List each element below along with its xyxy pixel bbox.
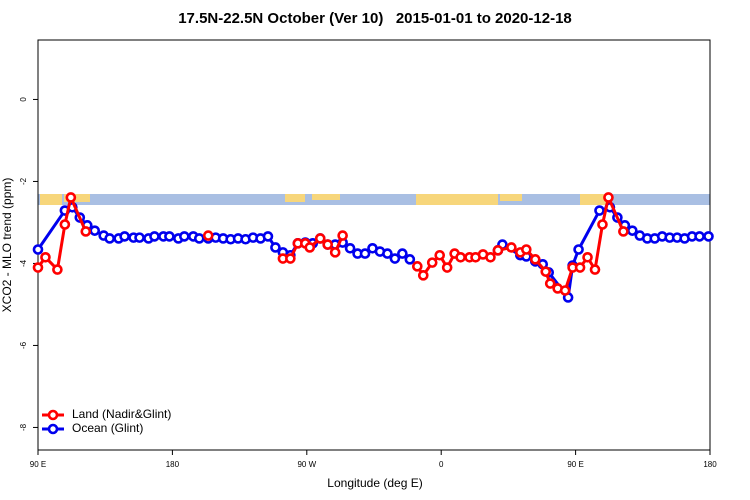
data-point (594, 205, 605, 216)
y-axis-label: XCO2 - MLO trend (ppm) (0, 178, 14, 313)
data-point (262, 231, 274, 242)
data-point (32, 262, 44, 273)
data-point (441, 262, 453, 273)
data-point (164, 231, 175, 242)
land-band (285, 194, 305, 202)
data-point (285, 253, 296, 264)
data-point (529, 254, 541, 265)
y-tick-label: -2 (19, 177, 28, 185)
data-point (506, 242, 517, 253)
data-point (389, 253, 401, 264)
data-point (202, 230, 214, 241)
legend-label: Ocean (Glint) (72, 421, 143, 435)
data-point (582, 251, 593, 263)
y-tick-label: -8 (19, 423, 28, 431)
data-point (270, 242, 281, 253)
data-point (573, 244, 584, 255)
data-point (89, 225, 101, 236)
data-point (119, 231, 130, 242)
data-point (134, 232, 145, 243)
land-band (64, 194, 90, 202)
data-point (65, 192, 77, 203)
x-tick-label: 90 E (30, 460, 46, 469)
data-point (179, 231, 190, 242)
data-point (149, 231, 160, 242)
data-point (32, 244, 44, 255)
legend-marker (47, 423, 59, 435)
data-point (397, 248, 408, 259)
x-tick-label: 180 (166, 460, 180, 469)
data-point (426, 257, 438, 268)
data-point (40, 251, 51, 263)
data-point (404, 254, 416, 265)
data-point (559, 285, 571, 296)
land-band (500, 194, 522, 201)
x-axis-label: Longitude (deg E) (327, 476, 422, 490)
x-tick-label: 90 W (297, 460, 316, 469)
data-point (193, 233, 205, 244)
data-point (314, 233, 326, 244)
data-point (329, 247, 341, 258)
data-point (694, 231, 705, 242)
land-mask-strip (38, 194, 710, 205)
plot-layer: 90 E 180 90 W 0 90 E 180 0 -2 -4 -6 -8 Land (Nadir&… (19, 97, 717, 469)
data-point (104, 233, 115, 244)
data-point (359, 248, 371, 259)
data-point (492, 245, 504, 256)
land-band (580, 194, 606, 205)
data-point (544, 278, 556, 289)
data-point (304, 242, 316, 253)
data-point (703, 231, 714, 242)
data-point (344, 242, 356, 254)
land-band (416, 194, 498, 205)
data-point (540, 266, 552, 277)
x-tick-label: 180 (703, 460, 717, 469)
ocean-band (38, 194, 710, 205)
data-point (382, 248, 393, 259)
data-point (603, 192, 614, 203)
y-tick-label: -4 (19, 259, 28, 267)
chart-title: 17.5N-22.5N October (Ver 10) 2015-01-01 … (178, 10, 572, 27)
data-point (59, 219, 71, 230)
data-point (574, 262, 586, 273)
data-point (417, 270, 429, 281)
data-point (412, 261, 423, 272)
land-band (312, 194, 340, 200)
data-point (618, 226, 629, 237)
x-tick-label: 90 E (567, 460, 583, 469)
data-point (434, 249, 446, 261)
data-point (322, 239, 334, 250)
y-tick-label: -6 (19, 341, 28, 349)
x-tick-label: 0 (439, 460, 444, 469)
data-point (80, 226, 92, 237)
data-point (337, 230, 348, 241)
data-point (455, 251, 466, 263)
data-point (52, 264, 63, 275)
legend-marker (47, 409, 59, 421)
data-point (589, 264, 601, 275)
data-point (485, 251, 496, 263)
data-point (597, 219, 608, 230)
legend-label: Land (Nadir&Glint) (72, 407, 171, 421)
y-tick-label: 0 (19, 97, 28, 102)
data-point (521, 244, 532, 255)
land-band (40, 194, 62, 205)
